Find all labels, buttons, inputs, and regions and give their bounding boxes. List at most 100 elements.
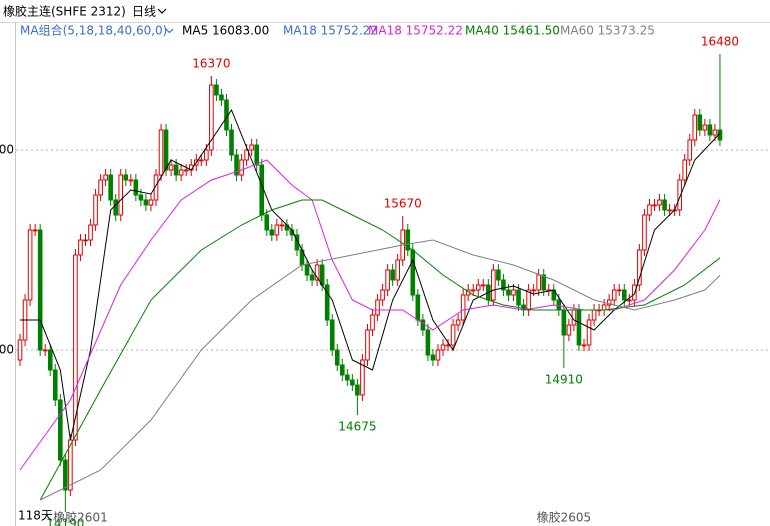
candle-body bbox=[606, 299, 612, 306]
candle-body bbox=[395, 259, 400, 281]
price-annotation: 14910 bbox=[545, 373, 583, 387]
candle-body bbox=[249, 144, 254, 151]
candle-body bbox=[199, 159, 204, 162]
candle-body bbox=[692, 114, 698, 141]
candle-body bbox=[123, 174, 129, 181]
candle-body bbox=[657, 199, 662, 206]
candle-body bbox=[541, 274, 547, 291]
price-annotation: 16370 bbox=[192, 57, 230, 71]
candle-body bbox=[314, 264, 320, 281]
price-annotation: 14675 bbox=[338, 420, 376, 434]
candle-body bbox=[103, 174, 108, 181]
candle-body bbox=[475, 284, 481, 291]
candle-body bbox=[491, 269, 496, 301]
ma-group[interactable]: MA组合(5,18,18,40,60,0) bbox=[20, 23, 167, 38]
period-chevron[interactable] bbox=[157, 8, 167, 14]
candle-body bbox=[158, 129, 164, 176]
candle-body bbox=[642, 214, 647, 251]
candle-body bbox=[334, 349, 340, 366]
candle-body bbox=[712, 129, 718, 136]
candle-body bbox=[294, 234, 300, 251]
candle-body bbox=[591, 309, 597, 321]
candle-body bbox=[621, 289, 627, 301]
legend-entry: MA60 15373.25 bbox=[560, 24, 655, 38]
candle-body bbox=[707, 124, 713, 136]
candle-body bbox=[561, 309, 567, 336]
candle-body bbox=[380, 289, 385, 301]
candle-body bbox=[309, 274, 315, 281]
candle-body bbox=[345, 374, 350, 381]
candle-body bbox=[239, 159, 244, 176]
candle-body bbox=[365, 329, 370, 361]
candle-body bbox=[355, 384, 360, 396]
price-annotation: 15670 bbox=[384, 197, 422, 211]
candle-body bbox=[455, 319, 461, 326]
candle-body bbox=[163, 129, 169, 171]
candle-body bbox=[214, 84, 219, 96]
candle-body bbox=[319, 264, 325, 286]
candle-body bbox=[148, 199, 154, 206]
candle-body bbox=[405, 229, 411, 251]
period-selector[interactable]: 日线 bbox=[132, 5, 156, 19]
candle-body bbox=[506, 289, 511, 296]
chart-title: 橡胶主连(SHFE 2312) bbox=[3, 4, 126, 19]
candle-body bbox=[350, 379, 355, 386]
candle-body bbox=[501, 279, 506, 291]
candle-body bbox=[450, 324, 456, 346]
candle-body bbox=[279, 224, 285, 227]
candle-body bbox=[667, 209, 672, 212]
candle-body bbox=[259, 164, 265, 216]
ma-chevron[interactable] bbox=[165, 28, 174, 34]
candle-body bbox=[370, 314, 375, 331]
candle-body bbox=[153, 174, 159, 201]
candle-body bbox=[63, 459, 68, 491]
candle-body bbox=[83, 239, 88, 242]
candle-body bbox=[269, 229, 275, 236]
candle-body bbox=[521, 304, 526, 311]
candle-body bbox=[531, 289, 536, 292]
candle-body bbox=[435, 349, 441, 361]
ma-line bbox=[39, 239, 721, 501]
candle-body bbox=[244, 149, 249, 161]
candle-body bbox=[78, 239, 83, 256]
candle-body bbox=[324, 284, 330, 321]
candle-body bbox=[133, 179, 139, 196]
candle-body bbox=[516, 289, 521, 306]
candle-body bbox=[526, 289, 531, 311]
candle-body bbox=[98, 179, 103, 196]
legend-entry: MA18 15752.22 bbox=[368, 24, 463, 38]
candle-body bbox=[556, 299, 562, 311]
candle-body bbox=[375, 299, 380, 316]
candle-body bbox=[360, 359, 365, 396]
candle-body bbox=[234, 154, 239, 176]
candle-body bbox=[430, 354, 436, 361]
x-tick-label: 橡胶2601 bbox=[53, 510, 108, 525]
candle-body bbox=[47, 349, 53, 371]
candle-body bbox=[229, 129, 234, 156]
candle-body bbox=[274, 224, 280, 236]
candle-body bbox=[183, 169, 189, 172]
candle-body bbox=[73, 254, 78, 441]
candle-body bbox=[113, 199, 119, 216]
price-annotation: 16480 bbox=[701, 35, 739, 49]
candle-body bbox=[425, 329, 431, 356]
candle-body bbox=[37, 229, 43, 351]
candle-body bbox=[209, 84, 214, 151]
candle-body bbox=[88, 224, 93, 241]
candle-body bbox=[581, 344, 587, 347]
candle-body bbox=[17, 339, 23, 361]
price-annotation: 14190 bbox=[46, 517, 84, 526]
candle-body bbox=[627, 299, 632, 302]
candle-body bbox=[652, 204, 657, 207]
legend-entry: MA5 16083.00 bbox=[182, 24, 269, 38]
candle-body bbox=[415, 294, 421, 321]
candle-body bbox=[687, 139, 693, 161]
candle-body bbox=[470, 289, 476, 292]
candle-body bbox=[566, 324, 572, 336]
candle-body bbox=[390, 269, 395, 281]
candle-body bbox=[219, 94, 224, 101]
candle-body bbox=[204, 149, 209, 161]
candle-body bbox=[52, 369, 58, 401]
candle-body bbox=[647, 204, 652, 216]
candle-body bbox=[440, 344, 446, 351]
